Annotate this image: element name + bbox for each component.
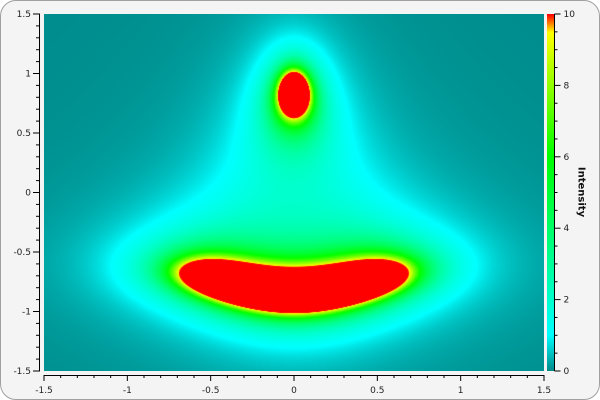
colorbar-tick-label: 0 [564,367,570,377]
x-tick-label: -0.5 [202,386,220,396]
x-tick-label: 0.5 [370,386,384,396]
y-tick-label: -1.5 [13,367,31,377]
x-tick-label: -1 [123,386,132,396]
colorbar-tick-label: 10 [564,10,576,20]
x-tick-label: 0 [291,386,297,396]
colorbar-tick-label: 6 [564,153,570,163]
y-tick-label: 1.5 [17,10,31,20]
y-tick-label: -0.5 [13,248,31,258]
colorbar-title: Intensity [575,166,587,218]
y-tick-label: 0 [25,189,31,199]
x-tick-label: 1.5 [537,386,551,396]
x-tick-label: 1 [458,386,464,396]
colorbar-tick-label: 2 [564,296,570,306]
colorbar-tick-label: 8 [564,81,570,91]
color-bar [547,14,554,371]
y-tick-label: 1 [25,70,31,80]
y-tick-label: 0.5 [17,129,31,139]
y-tick-label: -1 [22,308,31,318]
spectrogram-heatmap [44,14,544,371]
colorbar-tick-label: 4 [564,224,570,234]
x-tick-label: -1.5 [35,386,53,396]
